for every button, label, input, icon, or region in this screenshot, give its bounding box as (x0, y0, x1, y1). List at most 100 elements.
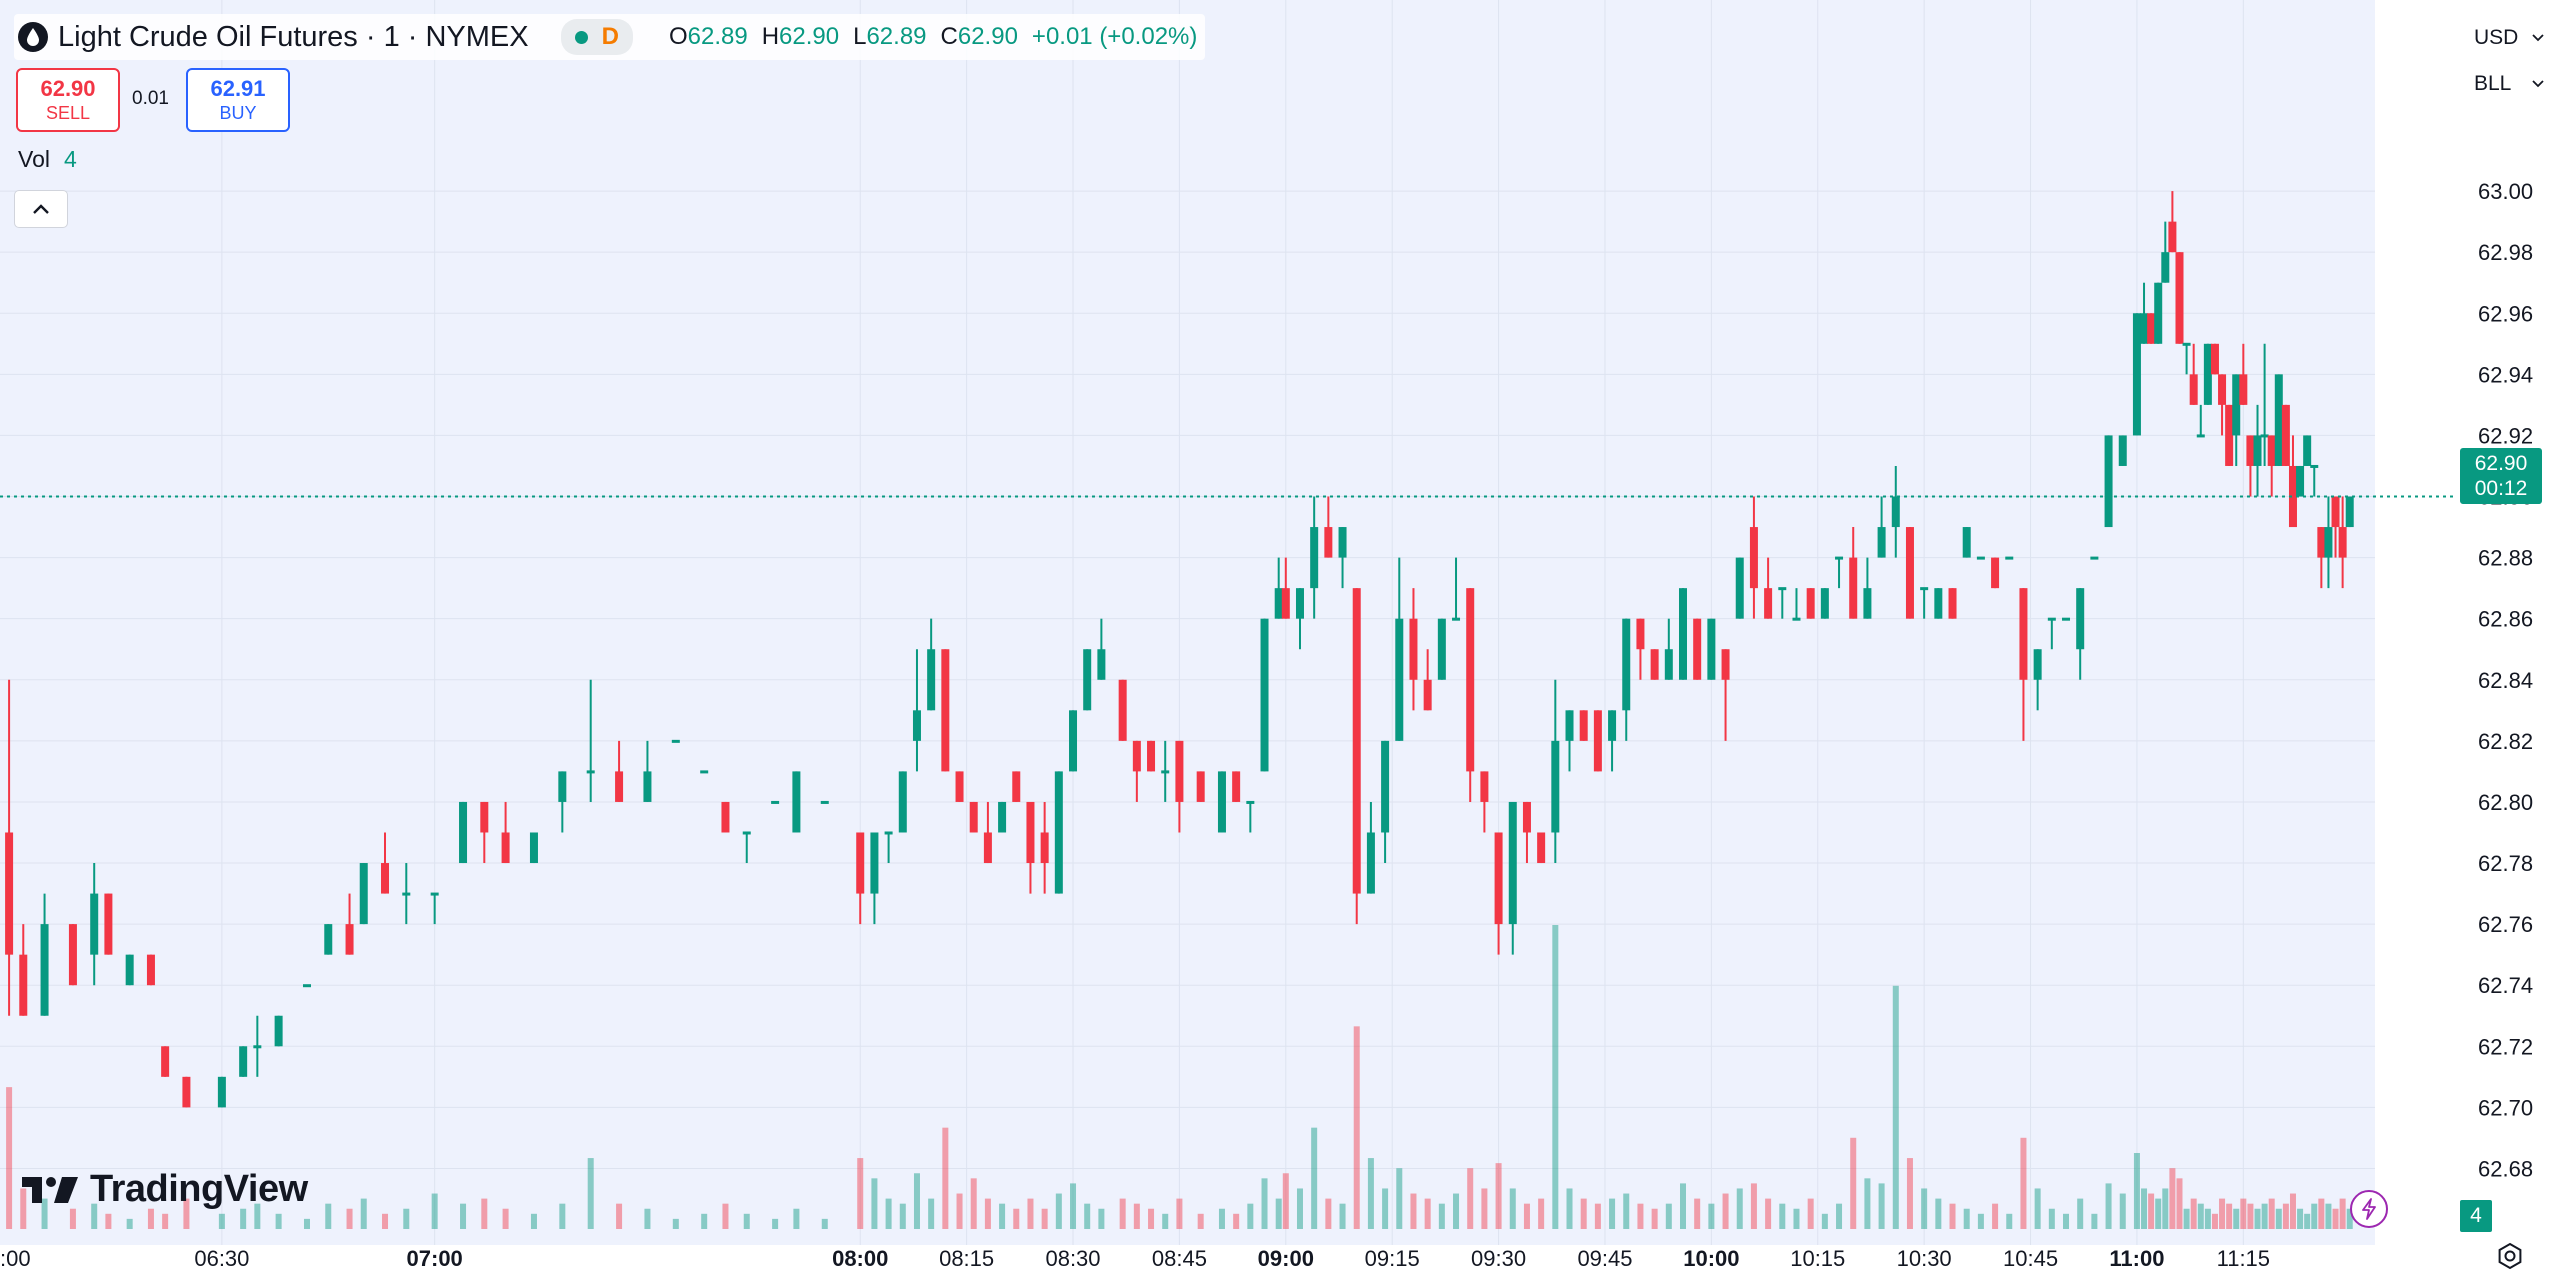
candle-body (2090, 556, 2099, 560)
buy-button[interactable]: 62.91 BUY (186, 68, 290, 132)
ohlc-key: L (853, 23, 867, 50)
unit-selector[interactable]: BLL (2460, 64, 2550, 104)
volume-bar (1949, 1203, 1956, 1229)
volume-bar (2204, 1208, 2211, 1229)
volume-bar (1594, 1203, 1601, 1229)
time-tick-label: 08:15 (939, 1246, 994, 1271)
volume-bar (2148, 1193, 2155, 1229)
candle-body (2267, 435, 2276, 466)
volume-bar (2325, 1203, 2332, 1229)
volume-bar (2311, 1203, 2318, 1229)
volume-bar (1651, 1208, 1658, 1229)
candle-body (1962, 527, 1971, 558)
volume-bar (1218, 1208, 1225, 1229)
ohlc-close: 62.90 (957, 23, 1018, 50)
symbol-title[interactable]: Light Crude Oil Futures · 1 · NYMEX (58, 20, 529, 53)
volume-bar (1176, 1198, 1183, 1229)
candle-body (1664, 649, 1673, 680)
candle-body (239, 1046, 248, 1077)
candle-body (1707, 618, 1716, 680)
volume-bar (1609, 1198, 1616, 1229)
price-tick-label: 63.00 (2478, 179, 2533, 204)
volume-bar (382, 1213, 389, 1229)
candle-body (941, 649, 950, 772)
volume-bar (942, 1127, 949, 1229)
candle-body (359, 863, 368, 925)
chevron-down-icon (2532, 80, 2544, 88)
volume-bar (1055, 1193, 1062, 1229)
candle-body (2288, 465, 2297, 528)
candle-body (671, 739, 680, 743)
volume-bar (1509, 1188, 1516, 1229)
ohlc-open: 62.89 (687, 23, 748, 50)
volume-bar (1233, 1213, 1240, 1229)
volume-bar (218, 1213, 225, 1229)
collapse-legend-button[interactable] (14, 190, 68, 228)
volume-bar (2240, 1198, 2247, 1229)
volume-bar (1665, 1203, 1672, 1229)
candle-body (430, 892, 439, 896)
candle-body (1934, 588, 1943, 619)
volume-bar (1013, 1208, 1020, 1229)
volume-bar (1481, 1188, 1488, 1229)
volume-bar (2304, 1213, 2311, 1229)
currency-selector[interactable]: USD (2460, 18, 2550, 58)
volume-bar (956, 1193, 963, 1229)
candle-body (820, 800, 829, 804)
candle-body (558, 771, 567, 802)
volume-bar (1836, 1203, 1843, 1229)
volume-bar (105, 1213, 112, 1229)
volume-bar (1921, 1188, 1928, 1229)
volume-bar (2133, 1153, 2140, 1229)
volume-bar (1438, 1203, 1445, 1229)
volume-bar (2077, 1198, 2084, 1229)
volume-legend[interactable]: Vol 4 (18, 146, 77, 173)
volume-bar (1133, 1203, 1140, 1229)
candle-body (1118, 679, 1127, 741)
candle-body (1196, 771, 1205, 802)
volume-bar (2091, 1213, 2098, 1229)
volume-bar (1878, 1183, 1885, 1229)
candle-body (1693, 618, 1702, 680)
candle-body (1480, 771, 1489, 802)
candle-body (459, 801, 468, 864)
candle-body (912, 710, 921, 741)
volume-bar (1722, 1193, 1729, 1229)
candle-body (345, 924, 354, 955)
volume-bar (1864, 1178, 1871, 1229)
price-tick-label: 62.68 (2478, 1156, 2533, 1181)
lightning-bolt-icon[interactable] (2350, 1190, 2388, 1228)
volume-bar (1148, 1208, 1155, 1229)
volume-bar (1538, 1198, 1545, 1229)
candle-body (90, 893, 99, 955)
candle-body (529, 832, 538, 864)
volume-bar (885, 1198, 892, 1229)
sell-button[interactable]: 62.90 SELL (16, 68, 120, 132)
candle-body (2047, 617, 2056, 621)
candle-body (998, 801, 1007, 833)
volume-bar (2162, 1188, 2169, 1229)
volume-bar (2048, 1208, 2055, 1229)
price-tick-label: 62.94 (2478, 362, 2533, 387)
candle-body (2239, 374, 2248, 405)
candle-body (2182, 342, 2191, 346)
candle-body (5, 832, 14, 955)
time-axis-background (0, 1245, 2560, 1287)
candle-body (1338, 527, 1347, 558)
volume-bar (147, 1208, 154, 1229)
volume-bar (91, 1203, 98, 1229)
volume-bar (1679, 1183, 1686, 1229)
sell-price: 62.90 (40, 76, 96, 101)
volume-bar (183, 1198, 190, 1229)
tradingview-logo[interactable]: TradingView (22, 1168, 308, 1211)
volume-bar (1382, 1188, 1389, 1229)
market-status-pill[interactable]: D (560, 19, 633, 55)
price-axis-labels: 63.0062.9862.9662.9462.9262.9062.8862.86… (2478, 179, 2533, 1181)
candle-body (1175, 740, 1184, 802)
volume-bar (1353, 1026, 1360, 1229)
unit-label: BLL (2474, 72, 2512, 95)
volume-bar (1892, 985, 1899, 1229)
gear-icon[interactable] (2494, 1240, 2526, 1272)
candle-body (1423, 679, 1432, 711)
